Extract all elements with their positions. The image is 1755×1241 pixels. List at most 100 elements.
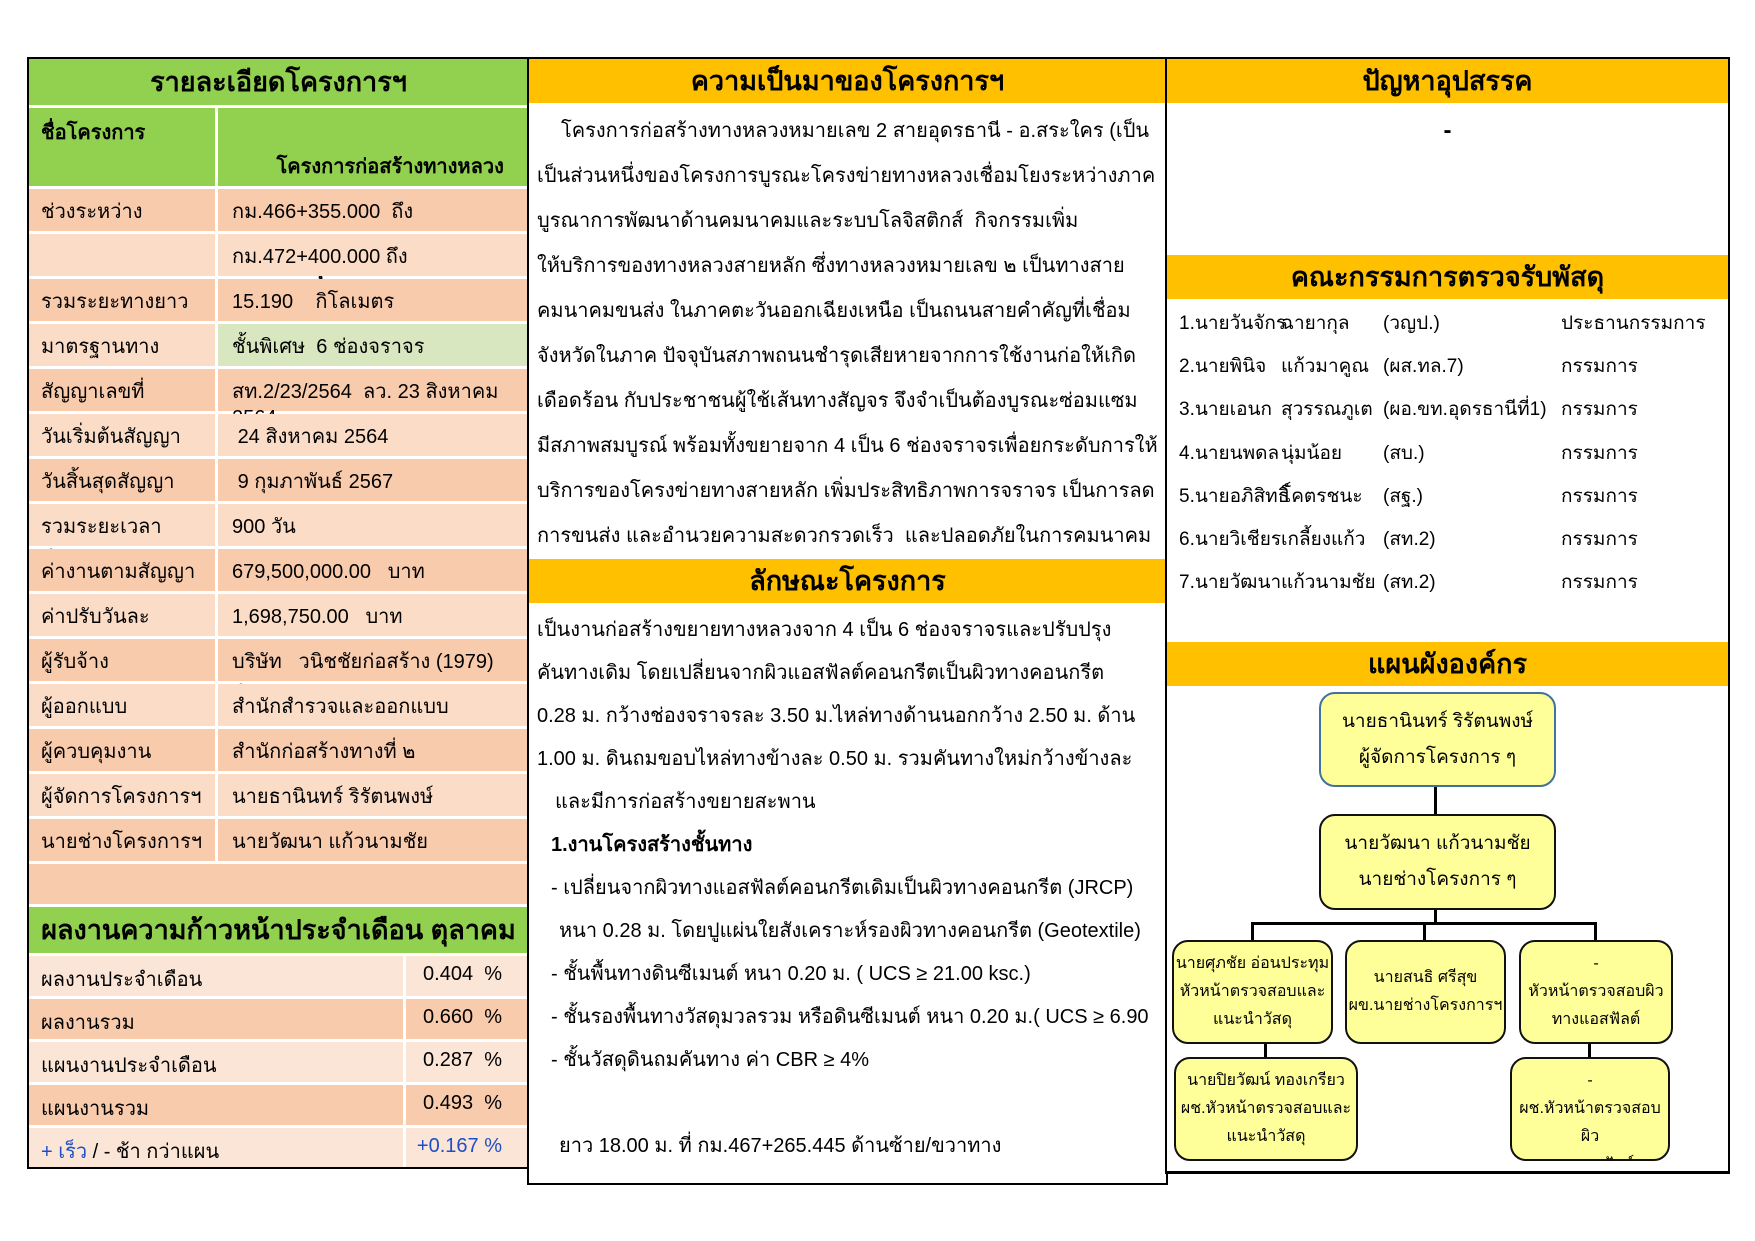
- person-role: แนะนำวัสดุ: [1213, 1011, 1292, 1028]
- member-surname: แก้วมาคูณ: [1281, 356, 1369, 377]
- detail-label: ผู้ออกแบบ: [29, 684, 215, 726]
- table-row: วันสิ้นสุดสัญญา 9 กุมภาพันธ์ 2567: [29, 459, 528, 501]
- table-row: ผู้ควบคุมงาน สำนักก่อสร้างทางที่ ๒: [29, 729, 528, 771]
- progress-value: 0.493 %: [406, 1085, 528, 1125]
- detail-value: 15.190 กิโลเมตร: [218, 279, 528, 321]
- table-row: ชื่อโครงการ โครงการก่อสร้างทางหลวงหมายเล…: [29, 108, 528, 314]
- person-role: ผช.หัวหน้าตรวจสอบและ: [1180, 1100, 1352, 1117]
- person-name: นายสนธิ ศรีสุข: [1373, 969, 1478, 986]
- detail-label: นายช่างโครงการฯ: [29, 819, 215, 861]
- table-row: มาตรฐานทาง ชั้นพิเศษ 6 ช่องจราจร: [29, 324, 528, 366]
- member-name: 5.นายอภิสิทธิ์: [1179, 486, 1290, 507]
- member-surname: เกลี้ยงแก้ว: [1281, 529, 1366, 550]
- progress-value: +0.167 %: [406, 1128, 528, 1167]
- table-row: ช่วงระหว่าง กม.466+355.000 ถึง กม.468+51…: [29, 189, 528, 255]
- background-title: ความเป็นมาของโครงการฯ: [529, 59, 1166, 103]
- progress-delta-row: + เร็ว / - ช้า กว่าแผน +0.167 %: [29, 1128, 528, 1167]
- paragraph-line: 1.00 ม. ดินถมขอบไหล่ทางข้างละ 0.50 ม. รว…: [537, 748, 1133, 770]
- paragraph-line: และมีการก่อสร้างขยายสะพาน: [555, 791, 816, 813]
- detail-value: ชั้นพิเศษ 6 ช่องจราจร: [218, 324, 528, 366]
- progress-value: 0.404 %: [406, 956, 528, 996]
- detail-value: สำนักสำรวจและออกแบบ: [218, 684, 528, 726]
- committee-row: 6.นายวิเชียร เกลี้ยงแก้ว (สท.2) กรรมการ: [1167, 524, 1728, 564]
- paragraph-line: 0.28 ม. กว้างช่องจราจรละ 3.50 ม.ไหล่ทางด…: [537, 705, 1136, 727]
- org-box-assistant-chief: นายสนธิ ศรีสุข ผข.นายช่างโครงการฯ: [1345, 940, 1506, 1044]
- progress-label: ผลงานประจำเดือน: [29, 956, 403, 996]
- paragraph-line: - ชั้นวัสดุดินถมคันทาง ค่า CBR ≥ 4%: [551, 1049, 870, 1071]
- connector-line: [1588, 1040, 1591, 1057]
- characteristics-paragraph: เป็นงานก่อสร้างขยายทางหลวงจาก 4 เป็น 6 ช…: [529, 603, 1166, 1168]
- paragraph-line: โครงการก่อสร้างทางหลวงหมายเลข 2 สายอุดรธ…: [561, 120, 1150, 142]
- person-name: -: [1593, 955, 1599, 972]
- delta-label-fast: + เร็ว: [41, 1141, 88, 1163]
- member-role: กรรมการ: [1561, 529, 1638, 550]
- org-box-asphalt-head: - หัวหน้าตรวจสอบผิว ทางแอสฟัลต์: [1519, 940, 1673, 1044]
- detail-label: ค่างานตามสัญญา: [29, 549, 215, 591]
- person-role: ผข.นายช่างโครงการฯ: [1348, 997, 1503, 1014]
- detail-label: วันเริ่มต้นสัญญา: [29, 414, 215, 456]
- detail-value: บริษัท วนิชชัยก่อสร้าง (1979) จำกัด: [218, 639, 528, 705]
- committee-row: 7.นายวัฒนา แก้วนามชัย (สท.2) กรรมการ: [1167, 567, 1728, 607]
- org-box-project-manager: นายธานินทร์ ริรัตนพงษ์ ผู้จัดการโครงการ …: [1319, 692, 1556, 787]
- paragraph-line: คันทางเดิม โดยเปลี่ยนจากผิวแอสฟัลต์คอนกร…: [537, 662, 1105, 684]
- progress-label: ผลงานรวม: [29, 999, 403, 1039]
- detail-value: กม.472+400.000 ถึง กม.485+430.000: [218, 234, 528, 300]
- problems-title: ปัญหาอุปสรรค: [1167, 59, 1728, 103]
- table-row: รวมระยะทางยาว 15.190 กิโลเมตร: [29, 279, 528, 321]
- project-details-panel: รายละเอียดโครงการฯ ชื่อโครงการ โครงการก่…: [27, 57, 530, 1169]
- person-name: นายปิยวัฒน์ ทองเกรียว: [1187, 1072, 1345, 1089]
- progress-row: แผนงานรวม 0.493 %: [29, 1085, 528, 1125]
- committee-row: 2.นายพินิจ แก้วมาคูณ (ผส.ทล.7) กรรมการ: [1167, 351, 1728, 391]
- paragraph-line: - ชั้นพื้นทางดินซีเมนต์ หนา 0.20 ม. ( UC…: [551, 963, 1031, 985]
- member-surname: สุวรรณภูเต: [1281, 399, 1373, 420]
- progress-value: 0.287 %: [406, 1042, 528, 1082]
- table-row: รวมระยะเวลาทำการ 900 วัน: [29, 504, 528, 570]
- committee-title: คณะกรรมการตรวจรับพัสดุ: [1167, 255, 1728, 299]
- member-abbr: (สฐ.): [1383, 486, 1424, 507]
- spacer-row: [29, 864, 528, 904]
- progress-label: แผนงานรวม: [29, 1085, 403, 1125]
- member-abbr: (ผส.ทล.7): [1383, 356, 1464, 377]
- paragraph-line: ยาว 18.00 ม. ที่ กม.467+265.445 ด้านซ้าย…: [559, 1135, 1002, 1157]
- committee-row: 5.นายอภิสิทธิ์ โคตรชนะ (สฐ.) กรรมการ: [1167, 481, 1728, 521]
- committee-row: 4.นายนพดล นุ่มน้อย (สบ.) กรรมการ: [1167, 438, 1728, 478]
- paragraph-line: - เปลี่ยนจากผิวทางแอสฟัลต์คอนกรีตเดิมเป็…: [551, 877, 1134, 899]
- connector-line: [1264, 1040, 1267, 1057]
- table-row: กม.472+400.000 ถึง กม.485+430.000: [29, 234, 528, 300]
- person-name: นายวัฒนา แก้วนามชัย: [1344, 833, 1531, 854]
- paragraph-line: บริการของโครงข่ายทางสายหลัก เพิ่มประสิทธ…: [537, 480, 1155, 502]
- paragraph-line: การขนส่ง และอำนวยความสะดวกรวดเร็ว และปลอ…: [537, 525, 1152, 547]
- person-role: ผู้จัดการโครงการ ๆ: [1358, 747, 1517, 768]
- detail-label: ผู้จัดการโครงการฯ: [29, 774, 215, 816]
- member-name: 4.นายนพดล: [1179, 443, 1280, 464]
- progress-value: 0.660 %: [406, 999, 528, 1039]
- paragraph-line: ให้บริการของทางหลวงสายหลัก ซึ่งทางหลวงหม…: [537, 255, 1125, 277]
- connector-line: [1251, 922, 1254, 940]
- paragraph-line: บูรณาการพัฒนาด้านคมนาคมและระบบโลจิสติกส์…: [537, 210, 1079, 232]
- detail-label: [29, 234, 215, 276]
- progress-title: ผลงานความก้าวหน้าประจำเดือน ตุลาคม 2564: [29, 907, 528, 991]
- characteristics-title: ลักษณะโครงการ: [529, 559, 1166, 603]
- table-row: นายช่างโครงการฯ นายวัฒนา แก้วนามชัย: [29, 819, 528, 861]
- member-abbr: (สท.2): [1383, 529, 1436, 550]
- detail-label: ผู้ควบคุมงาน: [29, 729, 215, 771]
- member-abbr: (สท.2): [1383, 572, 1436, 593]
- paragraph-line: 2.งานก่อสร้างขยายสะพาน จากเดิมทางรถกว้าง…: [537, 1082, 1158, 1125]
- connector-line: [1434, 908, 1437, 924]
- member-surname: นุ่มน้อย: [1281, 443, 1343, 464]
- table-row: ผู้ออกแบบ สำนักสำรวจและออกแบบ: [29, 684, 528, 726]
- member-name: 3.นายเอนก: [1179, 399, 1273, 420]
- paragraph-line: จังหวัดในภาค ปัจจุบันสภาพถนนชำรุดเสียหาย…: [537, 345, 1137, 367]
- detail-label: ผู้รับจ้าง: [29, 639, 215, 681]
- connector-line: [1423, 922, 1426, 940]
- person-role: นายช่างโครงการ ๆ: [1358, 869, 1517, 890]
- detail-value: 9 กุมภาพันธ์ 2567: [218, 459, 528, 501]
- progress-row: ผลงานรวม 0.660 %: [29, 999, 528, 1039]
- detail-label: มาตรฐานทาง: [29, 324, 215, 366]
- member-name: 2.นายพินิจ: [1179, 356, 1267, 377]
- table-row: วันเริ่มต้นสัญญา 24 สิงหาคม 2564: [29, 414, 528, 456]
- detail-label: ช่วงระหว่าง: [29, 189, 215, 231]
- org-box-asphalt-assistant: - ผช.หัวหน้าตรวจสอบผิว ทางแอสฟัลต์: [1510, 1057, 1670, 1161]
- detail-label: ชื่อโครงการ: [29, 108, 215, 186]
- table-row: ผู้รับจ้าง บริษัท วนิชชัยก่อสร้าง (1979)…: [29, 639, 528, 705]
